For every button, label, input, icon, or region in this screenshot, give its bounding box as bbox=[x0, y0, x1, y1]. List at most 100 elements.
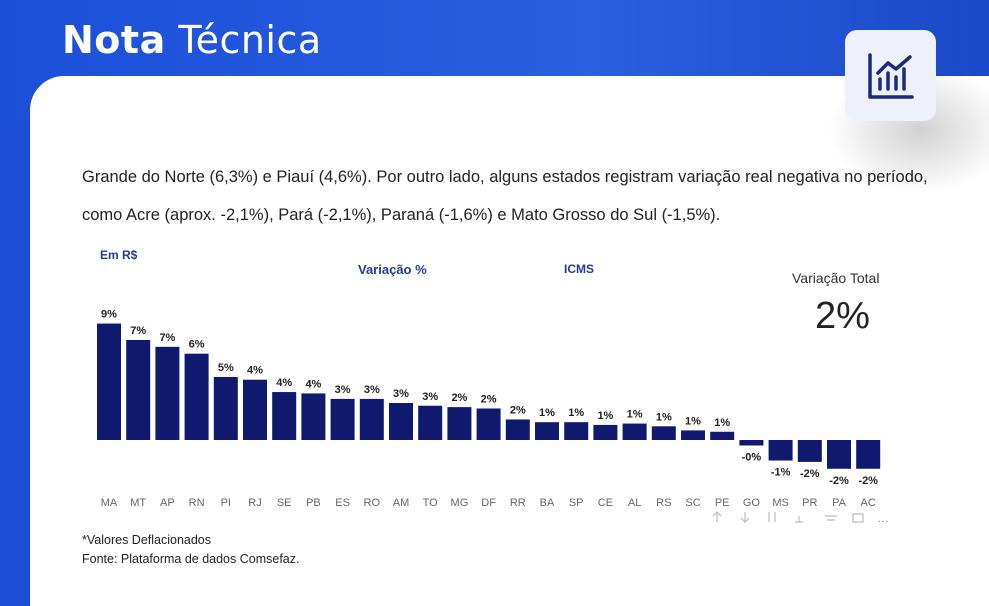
x-tick-MT: MT bbox=[130, 497, 146, 509]
x-tick-BA: BA bbox=[540, 497, 555, 509]
chart-subtitle: ICMS bbox=[564, 262, 594, 276]
data-label-SE: 4% bbox=[276, 377, 292, 389]
x-tick-ES: ES bbox=[335, 497, 350, 509]
data-label-SP: 1% bbox=[568, 407, 584, 419]
data-label-BA: 1% bbox=[539, 407, 555, 419]
bar-GO[interactable] bbox=[739, 440, 764, 446]
data-label-RR: 2% bbox=[510, 404, 526, 416]
hierarchy-icon bbox=[795, 516, 803, 523]
bar-SC[interactable] bbox=[681, 430, 705, 440]
data-label-MS: -1% bbox=[771, 467, 791, 479]
data-label-GO: -0% bbox=[742, 451, 762, 463]
data-label-RN: 6% bbox=[189, 339, 205, 351]
data-label-PA: -2% bbox=[829, 475, 849, 487]
data-label-PB: 4% bbox=[305, 378, 321, 390]
source: Fonte: Plataforma de dados Comsefaz. bbox=[82, 552, 300, 566]
x-tick-MA: MA bbox=[101, 497, 118, 509]
x-tick-SP: SP bbox=[569, 497, 584, 509]
kpi-value: 2% bbox=[815, 295, 870, 337]
bar-SE[interactable] bbox=[272, 392, 297, 440]
data-label-PE: 1% bbox=[714, 417, 730, 429]
x-tick-AM: AM bbox=[393, 497, 410, 509]
x-tick-AP: AP bbox=[160, 497, 175, 509]
bar-RJ[interactable] bbox=[243, 379, 267, 440]
x-tick-GO: GO bbox=[743, 497, 761, 509]
data-label-RJ: 4% bbox=[247, 365, 263, 377]
bar-MS[interactable] bbox=[768, 440, 793, 461]
x-tick-PB: PB bbox=[306, 497, 321, 509]
chart-icon bbox=[867, 52, 914, 99]
bar-PE[interactable] bbox=[710, 431, 735, 440]
data-label-AP: 7% bbox=[159, 332, 175, 344]
bar-RR[interactable] bbox=[505, 419, 530, 440]
bar-BA[interactable] bbox=[535, 422, 559, 440]
bar-DF[interactable] bbox=[476, 408, 501, 440]
bar-AP[interactable] bbox=[155, 346, 180, 440]
data-label-AM: 3% bbox=[393, 388, 409, 400]
drill-down-icon bbox=[740, 512, 750, 523]
bar-ES[interactable] bbox=[330, 398, 355, 440]
bar-AC[interactable] bbox=[856, 440, 881, 469]
data-label-ES: 3% bbox=[335, 384, 351, 396]
x-tick-CE: CE bbox=[598, 497, 613, 509]
bar-AL[interactable] bbox=[622, 423, 647, 440]
bar-PI[interactable] bbox=[213, 376, 238, 440]
data-label-SC: 1% bbox=[685, 415, 701, 427]
x-tick-PI: PI bbox=[221, 497, 231, 509]
data-label-CE: 1% bbox=[597, 410, 613, 422]
chart-icon-box bbox=[845, 30, 936, 121]
data-label-AC: -2% bbox=[858, 475, 878, 487]
bar-chart: 9% MA 7% MT 7% AP 6% RN 5% PI 4% RJ 4% SE 4% PB 3% ES 3% RO… bbox=[97, 309, 881, 509]
x-tick-RR: RR bbox=[510, 497, 526, 509]
bar-MT[interactable] bbox=[126, 339, 151, 440]
bar-PR[interactable] bbox=[797, 440, 822, 462]
x-tick-MG: MG bbox=[451, 497, 469, 509]
bar-CE[interactable] bbox=[593, 424, 618, 440]
x-tick-AC: AC bbox=[861, 497, 876, 509]
x-tick-RJ: RJ bbox=[248, 497, 261, 509]
x-tick-RO: RO bbox=[364, 497, 381, 509]
focus-mode-icon bbox=[852, 513, 864, 523]
expand-icon bbox=[768, 512, 776, 522]
data-label-DF: 2% bbox=[481, 393, 497, 405]
unit-label: Em R$ bbox=[100, 248, 138, 262]
bar-RS[interactable] bbox=[651, 426, 676, 440]
bar-RN[interactable] bbox=[184, 353, 209, 440]
data-label-RS: 1% bbox=[656, 411, 672, 423]
x-tick-MS: MS bbox=[772, 497, 789, 509]
x-tick-SE: SE bbox=[277, 497, 292, 509]
bar-PB[interactable] bbox=[301, 393, 326, 440]
bar-MA[interactable] bbox=[97, 323, 121, 440]
body-paragraph: Grande do Norte (6,3%) e Piauí (4,6%). P… bbox=[82, 168, 928, 224]
x-tick-AL: AL bbox=[628, 497, 641, 509]
data-label-TO: 3% bbox=[422, 391, 438, 403]
bar-AM[interactable] bbox=[389, 403, 413, 440]
chart-title: Variação % bbox=[358, 262, 427, 277]
bar-RO[interactable] bbox=[359, 398, 384, 440]
bar-SP[interactable] bbox=[564, 422, 589, 440]
data-label-MG: 2% bbox=[451, 392, 467, 404]
more-options-icon: … bbox=[877, 511, 889, 524]
filter-icon bbox=[825, 515, 837, 521]
drill-up-icon bbox=[712, 511, 722, 522]
x-tick-RS: RS bbox=[656, 497, 671, 509]
content-card bbox=[30, 76, 989, 606]
data-label-PR: -2% bbox=[800, 468, 820, 480]
kpi-label: Variação Total bbox=[792, 270, 880, 286]
x-tick-DF: DF bbox=[481, 497, 496, 509]
data-label-AL: 1% bbox=[627, 409, 643, 421]
visual-toolbar: … bbox=[712, 511, 889, 524]
data-label-PI: 5% bbox=[218, 362, 234, 374]
x-tick-PE: PE bbox=[715, 497, 730, 509]
x-tick-RN: RN bbox=[189, 497, 205, 509]
data-label-MA: 9% bbox=[101, 309, 117, 321]
bar-MG[interactable] bbox=[447, 407, 472, 440]
x-tick-PR: PR bbox=[802, 497, 817, 509]
data-label-RO: 3% bbox=[364, 384, 380, 396]
data-label-MT: 7% bbox=[130, 325, 146, 337]
x-tick-PA: PA bbox=[832, 497, 847, 509]
page-title: Nota Técnica bbox=[62, 18, 322, 62]
bar-TO[interactable] bbox=[418, 405, 443, 440]
footnote: *Valores Deflacionados bbox=[82, 533, 212, 547]
bar-PA[interactable] bbox=[827, 440, 851, 469]
